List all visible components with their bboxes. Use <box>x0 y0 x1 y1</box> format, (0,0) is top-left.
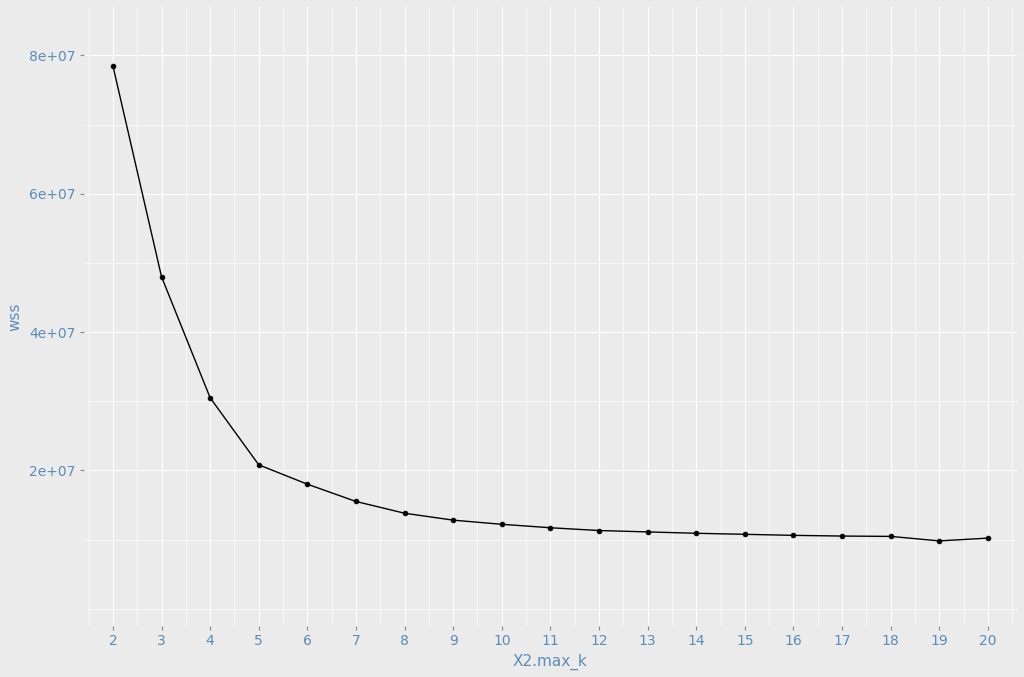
X-axis label: X2.max_k: X2.max_k <box>513 654 588 670</box>
Y-axis label: wss: wss <box>7 302 22 330</box>
